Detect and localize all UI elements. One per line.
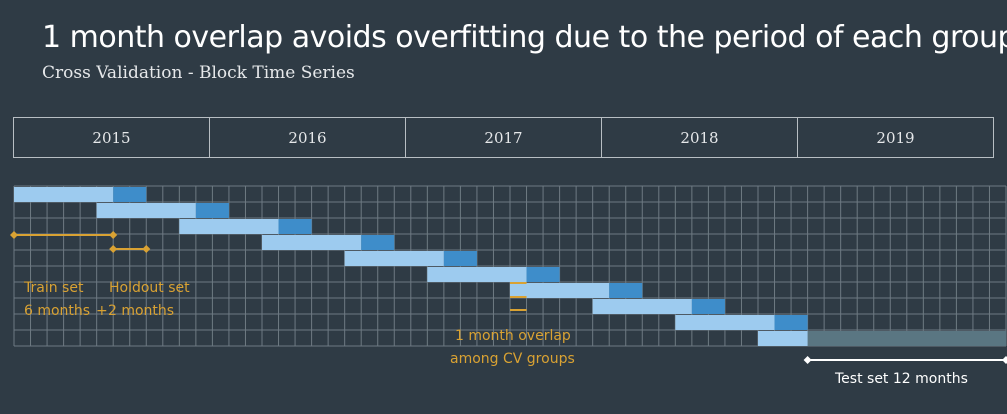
overlap-label: 1 month overlap [455, 328, 571, 344]
holdout-block-5 [443, 251, 477, 266]
holdout-block-6 [526, 267, 560, 282]
holdout-bracket-start [109, 245, 118, 253]
holdout-block-2 [195, 203, 229, 218]
train-bracket-start [10, 231, 18, 239]
year-header: 2015 2016 2017 2018 2019 [13, 117, 994, 158]
plus-sign: + [96, 303, 108, 319]
cv-blocks [14, 187, 1006, 346]
train-block-4 [262, 235, 362, 250]
year-cell-2016: 2016 [210, 118, 406, 157]
train-set-label: Train set [23, 280, 84, 296]
holdout-block-4 [361, 235, 395, 250]
train-block-5 [344, 251, 444, 266]
train-block-2 [96, 203, 196, 218]
overlap-sublabel: among CV groups [450, 351, 575, 367]
train-block-7 [510, 283, 610, 298]
train-months-label: 6 months [24, 303, 90, 319]
holdout-block-7 [609, 283, 643, 298]
train-block-8 [592, 299, 692, 314]
train-block-6 [427, 267, 527, 282]
holdout-set-label: Holdout set [109, 280, 190, 296]
year-cell-2019: 2019 [876, 128, 915, 147]
holdout-months-label: 2 months [108, 303, 174, 319]
test-bracket-start [803, 356, 812, 364]
holdout-block-3 [278, 219, 312, 234]
test-set-label: Test set 12 months [834, 371, 968, 387]
train-block-1 [14, 187, 114, 202]
test-block [807, 331, 1006, 346]
train-block-9 [675, 315, 775, 330]
page-title: 1 month overlap avoids overfitting due t… [42, 20, 1007, 55]
test-bracket-end [1002, 356, 1007, 364]
train-block-3 [179, 219, 279, 234]
train-bracket-end [109, 231, 118, 239]
year-cell-2018: 2018 [602, 118, 798, 157]
holdout-bracket-end [142, 245, 151, 253]
holdout-block-1 [113, 187, 147, 202]
holdout-block-8 [691, 299, 725, 314]
year-cell-2015: 2015 [14, 118, 210, 157]
holdout-block-9 [774, 315, 808, 330]
year-cell-2017: 2017 [406, 118, 602, 157]
annotation-marks [10, 231, 1007, 364]
page-subtitle: Cross Validation - Block Time Series [42, 63, 355, 83]
